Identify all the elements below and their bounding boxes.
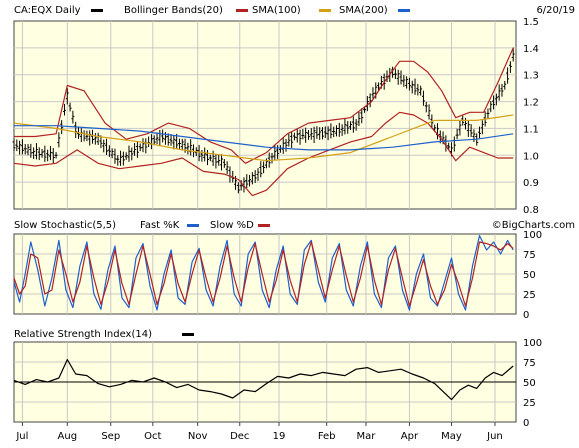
stoch-ytick-label: 25 [523, 290, 536, 301]
price-panel: 0.8 0.9 1.0 1.1 1.2 1.3 1.4 1.5 CA:EQX Daily Bo… [13, 5, 576, 216]
price-ytick-label: 0.8 [523, 205, 539, 216]
stoch-ytick-label: 100 [523, 230, 542, 241]
stoch-ytick-label: 50 [523, 270, 536, 281]
price-ytick-label: 1.3 [523, 71, 539, 82]
legend-sma100-label: SMA(100) [252, 5, 301, 16]
legend-rsi-swatch [182, 333, 194, 336]
x-axis-label: Feb [318, 431, 336, 442]
x-axis-label: Dec [230, 431, 249, 442]
stochastic-title: Slow Stochastic(5,5) [14, 220, 116, 231]
x-axis-label: 19 [273, 431, 286, 442]
x-axis-label: May [441, 431, 462, 442]
legend-bollinger-label: Bollinger Bands(20) [124, 5, 223, 16]
price-ytick-label: 0.9 [523, 178, 539, 189]
x-axis-label: Sep [101, 431, 120, 442]
x-axis-label: Oct [144, 431, 161, 442]
stoch-ytick-label: 75 [523, 250, 536, 261]
legend-bollinger-swatch [236, 9, 248, 12]
price-ytick-label: 1.5 [523, 17, 539, 28]
legend-sma200-swatch [398, 9, 410, 12]
legend-slow-d-swatch [258, 224, 270, 227]
stoch-ytick-label: 0 [523, 310, 529, 321]
watermark: ©BigCharts.com [492, 220, 575, 231]
legend-fast-k-label: Fast %K [140, 220, 180, 231]
rsi-ytick-label: 100 [523, 338, 542, 349]
price-ytick-label: 1.2 [523, 98, 539, 109]
x-axis-label: Nov [188, 431, 208, 442]
price-date-label: 6/20/19 [536, 5, 575, 16]
x-axis-label: Jun [486, 431, 503, 442]
legend-sma200-label: SMA(200) [339, 5, 388, 16]
rsi-ytick-label: 0 [523, 418, 529, 429]
rsi-title: Relative Strength Index(14) [14, 329, 152, 340]
rsi-ytick-label: 75 [523, 358, 536, 369]
rsi-ytick-label: 50 [523, 378, 536, 389]
legend-fast-k-swatch [187, 224, 199, 227]
price-ytick-label: 1.4 [523, 44, 539, 55]
legend-sma100-swatch [319, 9, 331, 12]
price-ytick-label: 1.0 [523, 151, 539, 162]
price-title: CA:EQX Daily [14, 5, 81, 16]
rsi-panel: 0 25 50 75 100 Relative Strength Index(14) [14, 329, 542, 429]
x-axis-label: Jul [15, 431, 28, 442]
rsi-ytick-label: 25 [523, 398, 536, 409]
price-ytick-label: 1.1 [523, 124, 539, 135]
legend-slow-d-label: Slow %D [210, 220, 254, 231]
x-axis-label: Aug [58, 431, 78, 442]
x-axis-label: Apr [401, 431, 419, 442]
x-axis-label: Mar [357, 431, 377, 442]
